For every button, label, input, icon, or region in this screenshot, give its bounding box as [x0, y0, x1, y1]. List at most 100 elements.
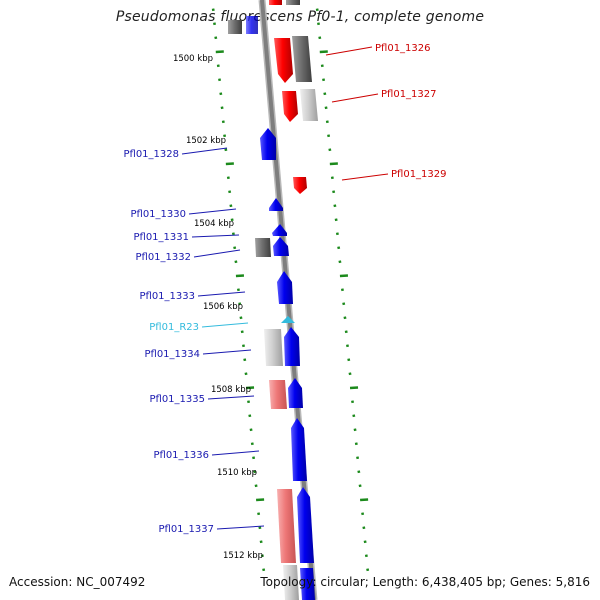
scale-label: 1504 kbp — [194, 219, 234, 229]
gene-label-connector — [197, 291, 246, 297]
tick-mark — [221, 120, 225, 124]
feature-pfl01-1334 — [284, 327, 300, 366]
tick-mark — [262, 568, 266, 572]
gene-label[interactable]: Pfl01_1331 — [133, 232, 189, 243]
tick-mark — [366, 568, 370, 572]
tick-mark — [347, 358, 351, 362]
tick-mark — [354, 442, 358, 446]
tick-mark — [260, 554, 264, 558]
tick-mark — [338, 260, 342, 264]
feature-pfl01-r23 — [281, 316, 295, 323]
gene-label[interactable]: Pfl01_1337 — [158, 524, 214, 535]
feature-pfl01-1326-gray — [292, 36, 312, 82]
tick-mark — [332, 190, 336, 194]
gene-label-connector — [193, 249, 241, 258]
gene-label[interactable]: Pfl01_1332 — [135, 252, 191, 263]
gene-label-connector — [325, 46, 373, 56]
feature-pfl01-1327 — [282, 91, 298, 122]
tick-mark — [353, 428, 357, 432]
tick-mark — [240, 330, 244, 334]
tick-mark — [242, 344, 245, 348]
feature-pfl01-1332 — [273, 237, 289, 256]
feature-pfl01-1336 — [291, 418, 307, 481]
tick-mark — [352, 414, 356, 418]
tick-mark — [224, 148, 228, 152]
tick-mark — [358, 484, 362, 488]
tick-mark — [324, 106, 328, 110]
tick-mark — [234, 260, 238, 264]
tick-mark — [254, 484, 258, 488]
tick-mark — [228, 190, 232, 194]
feature-bottom-light — [283, 565, 299, 600]
tick-mark — [256, 498, 265, 502]
gene-label[interactable]: Pfl01_1334 — [144, 349, 200, 360]
tick-mark — [327, 134, 331, 138]
tick-mark — [325, 120, 329, 124]
gene-label[interactable]: Pfl01_1333 — [139, 291, 195, 302]
tick-mark — [356, 456, 360, 460]
feature-blue-top — [246, 16, 258, 34]
tick-mark — [258, 526, 262, 530]
tick-mark — [248, 414, 252, 418]
gene-label-connector — [211, 450, 260, 456]
tick-mark — [342, 302, 346, 306]
scale-labels: 1500 kbp 1502 kbp 1504 kbp 1506 kbp 1508 kbp… — [173, 54, 263, 561]
feature-pfl01-1333 — [277, 271, 293, 304]
gene-label-connector — [201, 322, 249, 328]
tick-mark — [318, 36, 322, 40]
scale-label: 1508 kbp — [211, 385, 251, 395]
gene-label-connector — [331, 93, 379, 103]
tick-mark — [230, 218, 234, 222]
tick-mark — [364, 554, 368, 558]
genome-summary-text: Topology: circular; Length: 6,438,405 bp… — [260, 575, 590, 589]
tick-mark — [244, 372, 248, 376]
tick-mark — [322, 78, 326, 82]
tick-mark — [333, 204, 337, 208]
feature-pfl01-1335-pink — [269, 380, 287, 409]
gene-label[interactable]: Pfl01_1329 — [391, 169, 447, 180]
scale-label: 1506 kbp — [203, 302, 243, 312]
tick-mark — [216, 64, 220, 68]
tick-mark — [346, 344, 349, 348]
tick-mark — [226, 176, 230, 180]
tick-mark — [337, 246, 341, 250]
gene-label-connector — [191, 234, 240, 238]
gene-label-connector — [341, 173, 389, 181]
tick-mark — [215, 50, 224, 54]
tick-mark — [361, 512, 365, 516]
tick-mark — [236, 288, 240, 292]
feature-bottom-blue — [300, 568, 315, 600]
tick-mark — [320, 64, 324, 68]
gene-labels: Pfl01_1326 Pfl01_1327 Pfl01_1328 Pfl01_1329… — [123, 43, 446, 535]
tick-mark — [233, 246, 237, 250]
feature-pfl01-1331 — [272, 224, 287, 236]
tick-mark — [363, 540, 367, 544]
gene-label[interactable]: Pfl01_1335 — [149, 394, 205, 405]
tick-mark — [362, 526, 366, 530]
tick-mark — [249, 428, 253, 432]
feature-pfl01-1337-pink — [277, 489, 296, 563]
scale-label: 1502 kbp — [186, 136, 226, 146]
tick-mark — [360, 498, 369, 502]
gene-label[interactable]: Pfl01_1327 — [381, 89, 437, 100]
feature-pfl01-1332-gray — [255, 238, 271, 257]
tick-mark — [357, 470, 361, 474]
gene-label[interactable]: Pfl01_1330 — [130, 209, 186, 220]
feature-track-forward — [269, 0, 318, 194]
tick-mark — [253, 470, 257, 474]
feature-pfl01-1327-light — [300, 89, 318, 121]
tick-mark — [339, 274, 349, 278]
tick-mark — [245, 386, 255, 390]
gene-label[interactable]: Pfl01_1336 — [153, 450, 209, 461]
gene-label-connector — [188, 208, 237, 215]
gene-label[interactable]: Pfl01_1326 — [375, 43, 431, 54]
tick-mark — [225, 162, 234, 166]
feature-pfl01-1337 — [297, 487, 314, 563]
gene-label[interactable]: Pfl01_R23 — [149, 322, 199, 333]
tick-mark — [329, 162, 338, 166]
scale-label: 1510 kbp — [217, 468, 257, 478]
tick-mark — [349, 386, 359, 390]
tick-mark — [223, 134, 227, 138]
feature-pfl01-1326 — [274, 38, 293, 83]
gene-label[interactable]: Pfl01_1328 — [123, 149, 179, 160]
